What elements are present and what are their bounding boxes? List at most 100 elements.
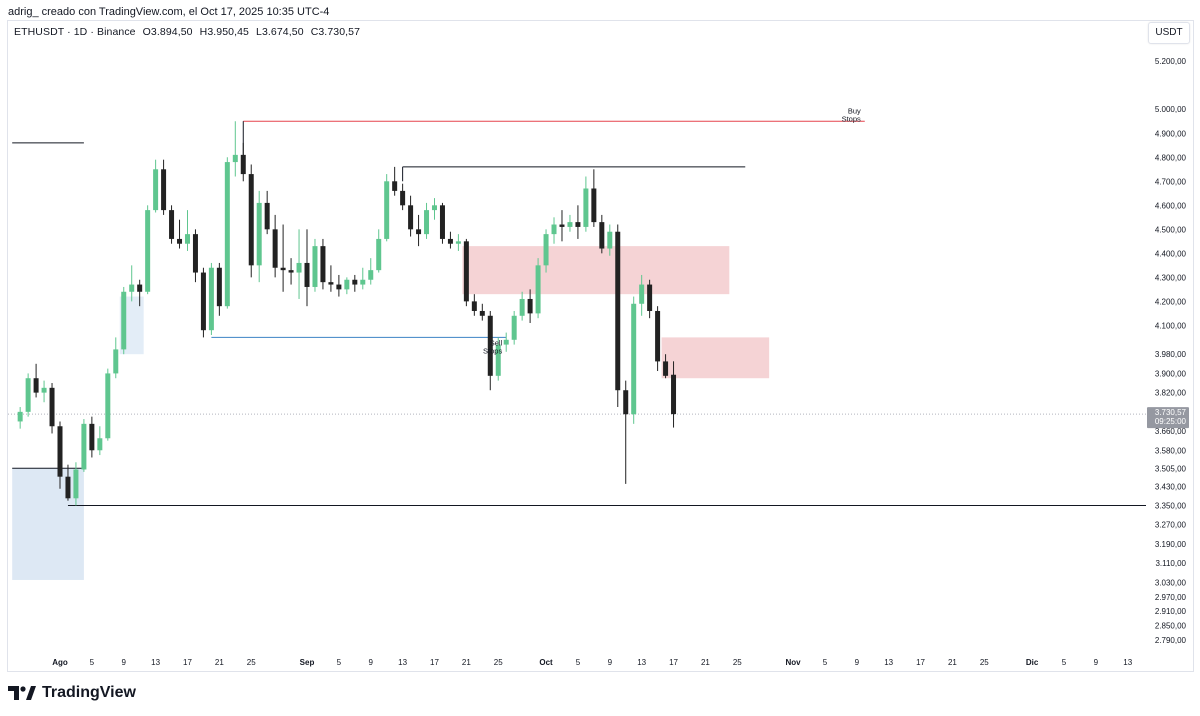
candle-body[interactable] — [663, 361, 669, 376]
candle-body[interactable] — [416, 229, 422, 235]
candle-body[interactable] — [647, 284, 653, 311]
candle-body[interactable] — [33, 378, 39, 393]
candle-body[interactable] — [439, 205, 445, 239]
x-tick-label: 13 — [1123, 658, 1132, 667]
candle-body[interactable] — [392, 181, 398, 191]
x-tick-label: 13 — [151, 658, 160, 667]
candle-body[interactable] — [192, 234, 198, 273]
candle-body[interactable] — [551, 224, 557, 235]
candle-body[interactable] — [113, 349, 119, 374]
candle-body[interactable] — [471, 301, 477, 311]
candle-body[interactable] — [312, 246, 318, 287]
candle-body[interactable] — [208, 267, 214, 331]
x-tick-label: 5 — [576, 658, 581, 667]
candle-body[interactable] — [527, 298, 533, 314]
candle-body[interactable] — [519, 298, 525, 316]
candle-body[interactable] — [447, 238, 453, 244]
candle-body[interactable] — [129, 284, 135, 292]
candle-body[interactable] — [240, 154, 246, 175]
candle-body[interactable] — [368, 270, 374, 280]
x-tick-label: 17 — [669, 658, 678, 667]
candle-body[interactable] — [177, 238, 183, 244]
candle-body[interactable] — [49, 387, 55, 427]
candle-body[interactable] — [224, 162, 230, 307]
candle-body[interactable] — [97, 438, 103, 451]
candle-body[interactable] — [216, 267, 222, 307]
candle-body[interactable] — [264, 202, 270, 230]
candle-body[interactable] — [320, 246, 326, 283]
candle-body[interactable] — [639, 284, 645, 304]
candle-body[interactable] — [336, 284, 342, 290]
candle-body[interactable] — [511, 315, 517, 340]
candle-body[interactable] — [495, 344, 501, 376]
candle-body[interactable] — [280, 267, 286, 271]
candle-body[interactable] — [575, 222, 581, 227]
candle-body[interactable] — [256, 202, 262, 266]
y-tick-label: 4.500,00 — [1155, 225, 1187, 234]
candle-body[interactable] — [376, 238, 382, 271]
candle-body[interactable] — [559, 224, 565, 227]
candle-body[interactable] — [81, 423, 87, 470]
candle-body[interactable] — [73, 469, 79, 499]
candle-body[interactable] — [248, 174, 254, 266]
candle-body[interactable] — [408, 205, 414, 230]
candle-body[interactable] — [623, 390, 629, 415]
candle-body[interactable] — [137, 284, 143, 292]
candle-body[interactable] — [503, 339, 509, 345]
candle-body[interactable] — [25, 378, 31, 412]
x-tick-label: 25 — [980, 658, 989, 667]
candle-body[interactable] — [455, 241, 461, 244]
x-tick-label: 17 — [916, 658, 925, 667]
candle-body[interactable] — [105, 373, 111, 439]
candle-body[interactable] — [567, 222, 573, 227]
candle-body[interactable] — [328, 282, 334, 285]
candle-body[interactable] — [591, 188, 597, 223]
candle-body[interactable] — [400, 190, 406, 206]
candle-body[interactable] — [631, 303, 637, 415]
candle-body[interactable] — [169, 210, 175, 239]
x-tick-label: Ago — [52, 658, 68, 667]
candle-body[interactable] — [599, 222, 605, 249]
x-tick-label: 9 — [122, 658, 127, 667]
candle-body[interactable] — [384, 181, 390, 239]
candle-body[interactable] — [607, 231, 613, 249]
candle-body[interactable] — [200, 272, 206, 331]
candle-body[interactable] — [296, 262, 302, 273]
candle-body[interactable] — [543, 234, 549, 266]
symbol-label[interactable]: ETHUSDT · 1D · Binance — [14, 26, 136, 38]
candle-body[interactable] — [184, 234, 190, 244]
candle-body[interactable] — [232, 154, 238, 163]
candle-body[interactable] — [153, 169, 159, 211]
tradingview-brand[interactable]: TradingView — [8, 684, 136, 702]
candle-body[interactable] — [272, 229, 278, 268]
candle-body[interactable] — [655, 310, 661, 362]
candle-body[interactable] — [304, 262, 310, 287]
x-tick-label: 21 — [462, 658, 471, 667]
candle-body[interactable] — [121, 291, 127, 350]
y-tick-label: 3.580,00 — [1155, 446, 1187, 455]
candle-body[interactable] — [89, 423, 95, 451]
candle-body[interactable] — [487, 315, 493, 376]
candle-body[interactable] — [161, 169, 167, 211]
candle-body[interactable] — [424, 210, 430, 235]
candle-body[interactable] — [615, 231, 621, 391]
candle-body[interactable] — [145, 210, 151, 292]
y-tick-label: 3.820,00 — [1155, 389, 1187, 398]
candle-body[interactable] — [288, 270, 294, 273]
candle-body[interactable] — [583, 188, 589, 227]
x-tick-label: 9 — [369, 658, 374, 667]
candle-body[interactable] — [431, 205, 437, 211]
candle-body[interactable] — [360, 279, 366, 285]
candle-body[interactable] — [463, 241, 469, 302]
candle-body[interactable] — [17, 411, 23, 422]
candle-body[interactable] — [57, 426, 63, 477]
candle-body[interactable] — [41, 387, 47, 393]
candle-body[interactable] — [352, 279, 358, 285]
candle-body[interactable] — [535, 265, 541, 314]
candle-body[interactable] — [671, 374, 677, 415]
currency-button[interactable]: USDT — [1148, 22, 1190, 44]
candle-body[interactable] — [344, 279, 350, 290]
candle-body[interactable] — [65, 476, 71, 499]
candle-body[interactable] — [479, 310, 485, 316]
